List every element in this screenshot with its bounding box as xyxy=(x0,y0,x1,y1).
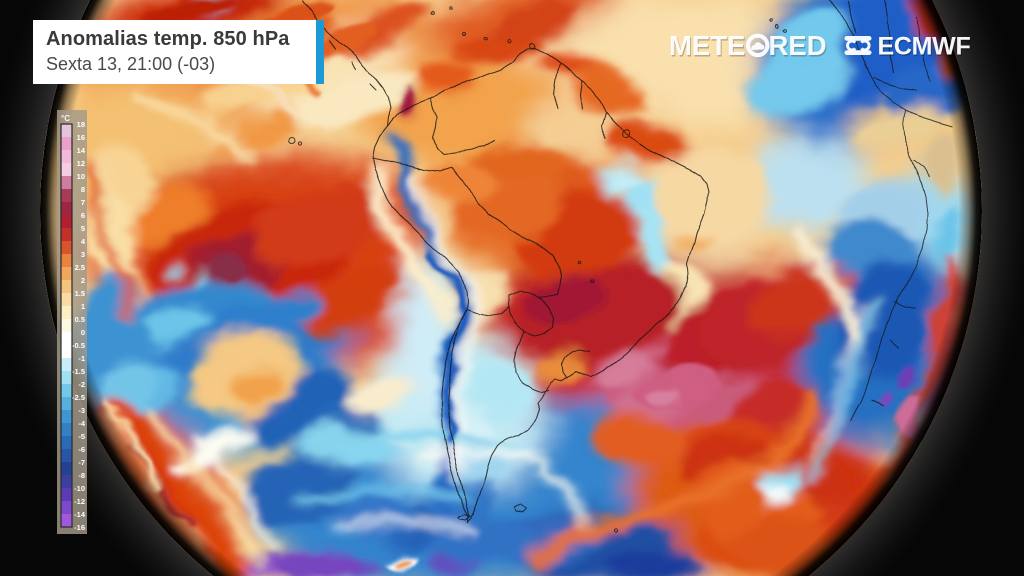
svg-text:16: 16 xyxy=(77,133,85,142)
svg-text:ECMWF: ECMWF xyxy=(878,33,971,61)
svg-text:-2.5: -2.5 xyxy=(72,393,85,402)
svg-text:-2: -2 xyxy=(78,380,85,389)
svg-text:18: 18 xyxy=(77,120,85,129)
svg-text:4: 4 xyxy=(81,237,86,246)
svg-text:12: 12 xyxy=(77,159,85,168)
svg-text:8: 8 xyxy=(81,185,85,194)
svg-text:-12: -12 xyxy=(74,497,85,506)
svg-text:-16: -16 xyxy=(74,523,85,532)
svg-text:-3: -3 xyxy=(78,406,85,415)
svg-text:2: 2 xyxy=(81,276,85,285)
svg-text:3: 3 xyxy=(81,250,85,259)
svg-text:2.5: 2.5 xyxy=(75,263,85,272)
svg-text:METE: METE xyxy=(670,31,746,62)
svg-text:10: 10 xyxy=(77,172,85,181)
svg-text:-1: -1 xyxy=(78,354,85,363)
svg-text:7: 7 xyxy=(81,198,85,207)
svg-text:-0.5: -0.5 xyxy=(72,341,85,350)
svg-text:5: 5 xyxy=(81,224,85,233)
svg-text:METE: METE xyxy=(669,30,745,61)
svg-text:-7: -7 xyxy=(78,458,85,467)
svg-text:-8: -8 xyxy=(78,471,85,480)
svg-text:0: 0 xyxy=(81,328,85,337)
svg-text:0.5: 0.5 xyxy=(75,315,85,324)
svg-text:1.5: 1.5 xyxy=(75,289,85,298)
svg-text:-1.5: -1.5 xyxy=(72,367,85,376)
svg-text:RED: RED xyxy=(770,31,828,62)
svg-text:-5: -5 xyxy=(78,432,85,441)
svg-text:°C: °C xyxy=(61,114,70,123)
svg-text:RED: RED xyxy=(769,30,827,61)
svg-text:-4: -4 xyxy=(78,419,85,428)
svg-text:14: 14 xyxy=(77,146,86,155)
svg-text:6: 6 xyxy=(81,211,85,220)
svg-text:-10: -10 xyxy=(74,484,85,493)
svg-text:-14: -14 xyxy=(74,510,86,519)
svg-text:ECMWF: ECMWF xyxy=(879,34,972,62)
svg-text:1: 1 xyxy=(81,302,85,311)
svg-text:-6: -6 xyxy=(78,445,85,454)
